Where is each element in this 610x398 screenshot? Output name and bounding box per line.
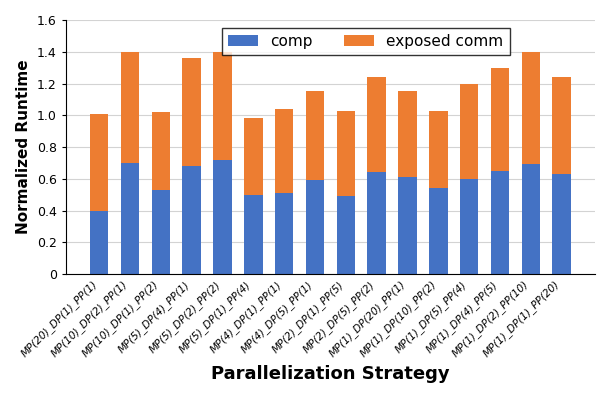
Bar (244, 195, 262, 274)
Bar (275, 193, 293, 274)
Bar (182, 58, 201, 166)
Bar (90, 211, 109, 274)
X-axis label: Parallelization Strategy: Parallelization Strategy (211, 365, 450, 383)
Bar (367, 172, 386, 274)
Bar (522, 164, 540, 274)
Bar (182, 166, 201, 274)
Bar (151, 112, 170, 190)
Bar (214, 160, 232, 274)
Bar (460, 84, 478, 179)
Bar (460, 179, 478, 274)
Bar (429, 111, 448, 188)
Bar (553, 174, 571, 274)
Bar (275, 109, 293, 193)
Bar (398, 177, 417, 274)
Bar (367, 77, 386, 172)
Bar (429, 188, 448, 274)
Bar (121, 52, 139, 163)
Bar (491, 68, 509, 171)
Bar (522, 52, 540, 164)
Bar (121, 163, 139, 274)
Legend: comp, exposed comm: comp, exposed comm (221, 27, 509, 55)
Bar (90, 114, 109, 211)
Bar (306, 92, 325, 180)
Bar (244, 119, 262, 195)
Bar (491, 171, 509, 274)
Bar (553, 77, 571, 174)
Bar (337, 111, 355, 196)
Bar (337, 196, 355, 274)
Bar (306, 180, 325, 274)
Bar (398, 92, 417, 177)
Y-axis label: Normalized Runtime: Normalized Runtime (16, 60, 31, 234)
Bar (214, 52, 232, 160)
Bar (151, 190, 170, 274)
